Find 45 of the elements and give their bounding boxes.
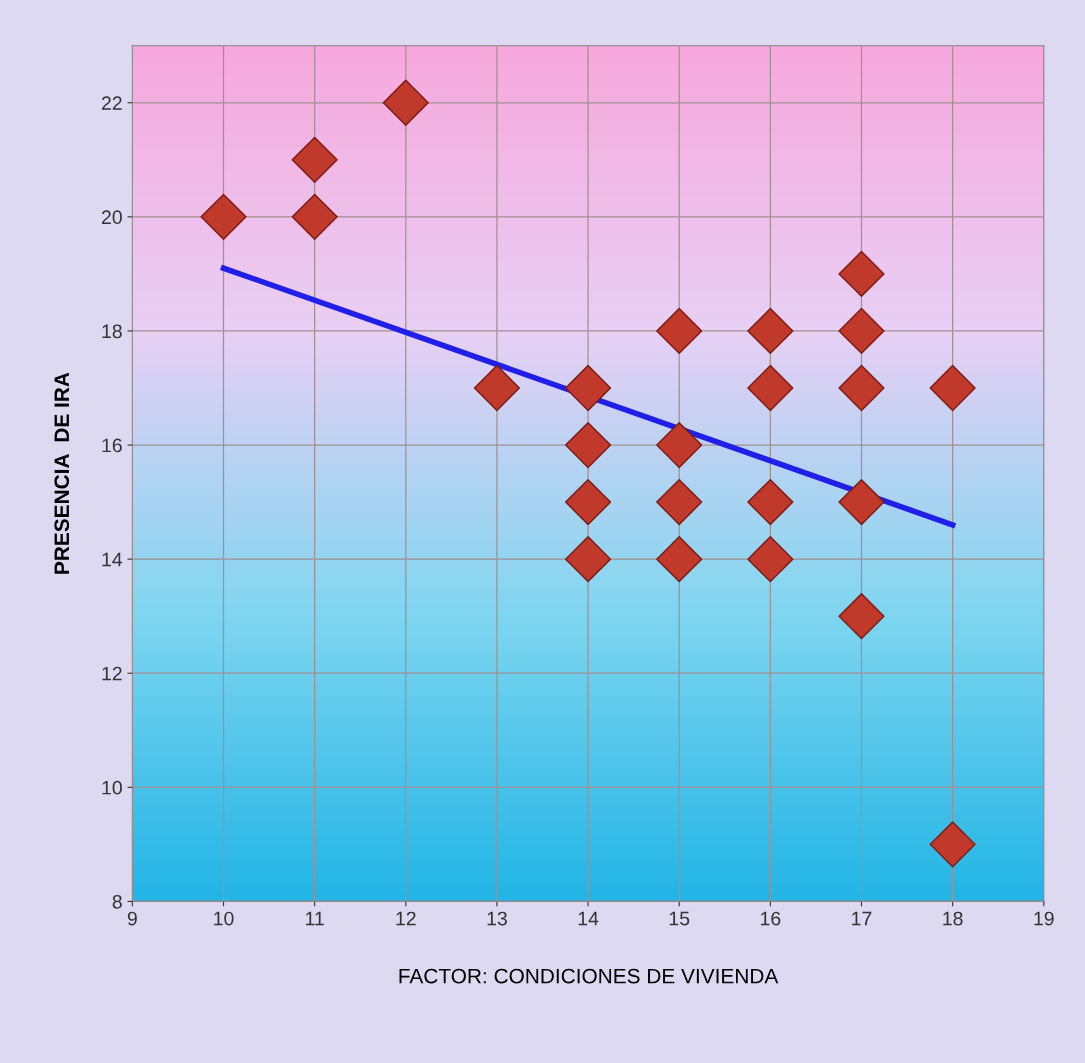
x-tick-label: 10 xyxy=(214,911,234,926)
point xyxy=(838,479,885,526)
point xyxy=(656,479,703,526)
y-tick-label: 20 xyxy=(102,210,122,225)
point xyxy=(929,364,976,412)
y-tick-label: 22 xyxy=(102,96,122,110)
x-tick-label: 11 xyxy=(306,911,324,926)
y-tick-label: 8 xyxy=(112,894,122,909)
x-tick-label: 9 xyxy=(127,911,137,926)
y-tick-label: 16 xyxy=(102,438,122,453)
point xyxy=(747,364,794,412)
point xyxy=(291,136,338,183)
point xyxy=(564,421,612,469)
y-tick-label: 12 xyxy=(102,666,122,681)
point xyxy=(656,307,703,355)
point xyxy=(564,364,612,412)
x-tick-label: 14 xyxy=(578,911,599,926)
y-tick-label: 18 xyxy=(102,324,122,339)
x-tick-label: 18 xyxy=(943,911,963,926)
point xyxy=(564,479,612,526)
point xyxy=(838,250,885,297)
point xyxy=(656,536,703,583)
y-axis-title: PRESENCIA DE IRA xyxy=(54,372,70,574)
point xyxy=(473,364,521,412)
point xyxy=(747,479,794,526)
x-tick-label: 13 xyxy=(487,911,507,926)
x-axis-title: FACTOR: CONDICIONES DE VIVIENDA xyxy=(399,968,779,984)
point xyxy=(838,593,885,640)
point xyxy=(564,536,612,583)
point xyxy=(838,364,885,412)
point xyxy=(382,79,429,126)
point xyxy=(291,193,338,240)
point xyxy=(656,421,703,469)
point xyxy=(838,307,885,355)
point xyxy=(200,193,247,240)
y-tick-label: 14 xyxy=(102,552,123,567)
point xyxy=(747,536,794,583)
x-tick-label: 12 xyxy=(396,911,416,926)
x-tick-label: 15 xyxy=(669,911,690,926)
point xyxy=(929,821,976,868)
x-tick-label: 17 xyxy=(852,911,872,926)
point xyxy=(747,307,794,355)
x-tick-label: 16 xyxy=(761,911,781,926)
y-tick-label: 10 xyxy=(102,780,122,795)
x-tick-label: 19 xyxy=(1034,911,1054,926)
